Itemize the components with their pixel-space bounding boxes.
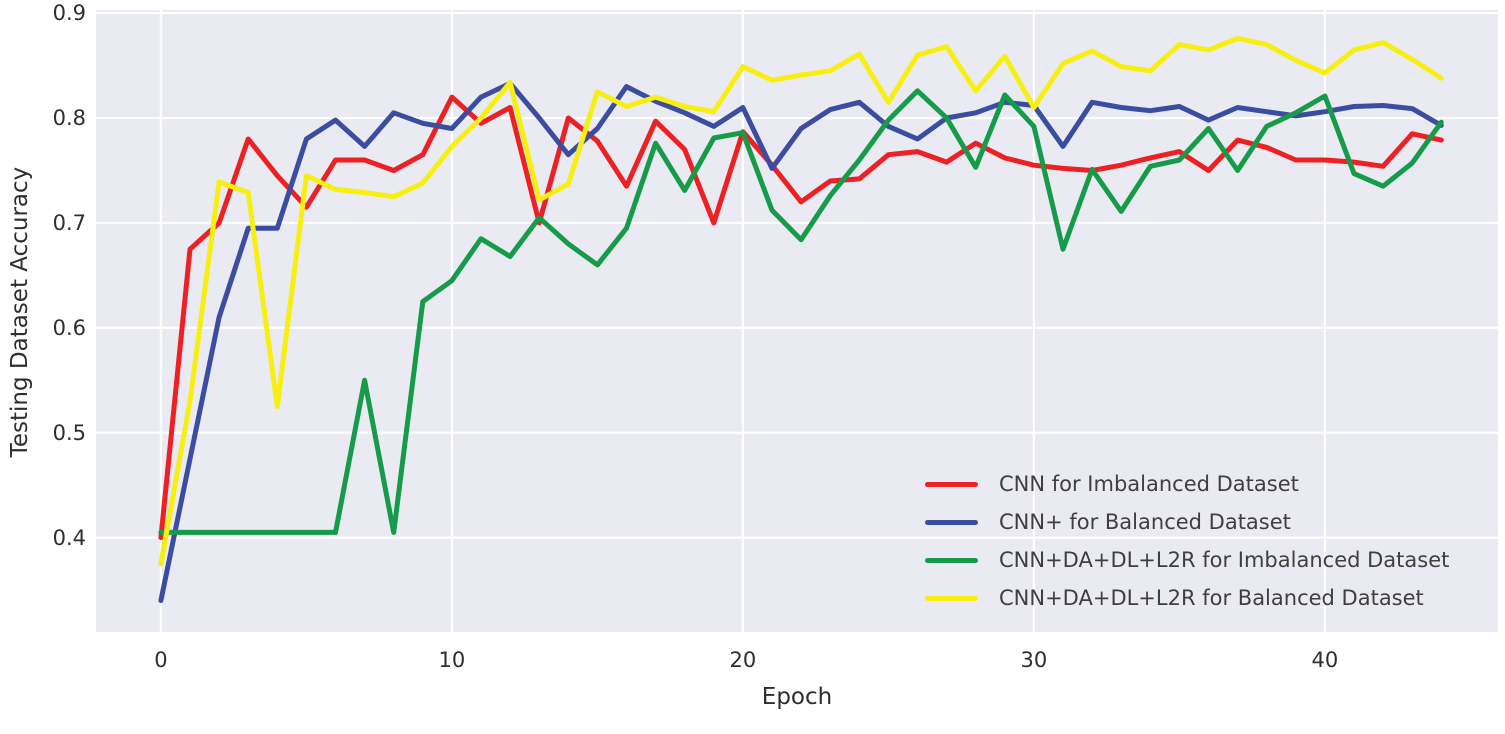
legend-label: CNN for Imbalanced Dataset	[999, 472, 1299, 496]
x-tick-label: 30	[1020, 648, 1048, 672]
legend-swatch-cnn-da-dl-l2r-imbalanced	[925, 557, 978, 563]
series-line-cnn-for-balanced-dataset	[158, 80, 1444, 603]
legend-swatch-cnn-da-dl-l2r-balanced	[925, 595, 978, 601]
series-line-cnn-da-dl-l2r-for-balanced-dataset	[158, 35, 1444, 567]
x-axis-label: Epoch	[761, 684, 833, 710]
legend-item: CNN+ for Balanced Dataset	[925, 503, 1449, 541]
y-axis-label: Testing Dataset Accuracy	[7, 166, 33, 458]
y-tick-label: 0.6	[52, 315, 86, 340]
x-tick-label: 10	[438, 648, 466, 672]
legend-item: CNN+DA+DL+L2R for Balanced Dataset	[925, 579, 1449, 617]
x-tick-label: 0	[154, 648, 168, 672]
legend-swatch-cnn-plus-balanced	[925, 519, 978, 525]
series-line-cnn-for-imbalanced-dataset	[158, 94, 1444, 541]
x-tick-label: 40	[1311, 648, 1339, 672]
y-tick-label: 0.9	[52, 1, 86, 26]
legend-item: CNN+DA+DL+L2R for Imbalanced Dataset	[925, 541, 1449, 579]
legend-swatch-cnn-imbalanced	[925, 481, 978, 487]
legend-label: CNN+DA+DL+L2R for Imbalanced Dataset	[999, 548, 1450, 572]
legend-item: CNN for Imbalanced Dataset	[925, 465, 1449, 503]
series-line-cnn-da-dl-l2r-for-imbalanced-dataset	[158, 88, 1444, 535]
y-tick-label: 0.4	[52, 525, 86, 550]
x-tick-label: 20	[729, 648, 757, 672]
legend-label: CNN+DA+DL+L2R for Balanced Dataset	[999, 586, 1424, 610]
y-tick-label: 0.7	[52, 210, 86, 235]
y-tick-label: 0.5	[52, 420, 86, 445]
y-tick-label: 0.8	[52, 106, 86, 131]
legend: CNN for Imbalanced Dataset CNN+ for Bala…	[925, 465, 1449, 617]
legend-label: CNN+ for Balanced Dataset	[999, 510, 1291, 534]
